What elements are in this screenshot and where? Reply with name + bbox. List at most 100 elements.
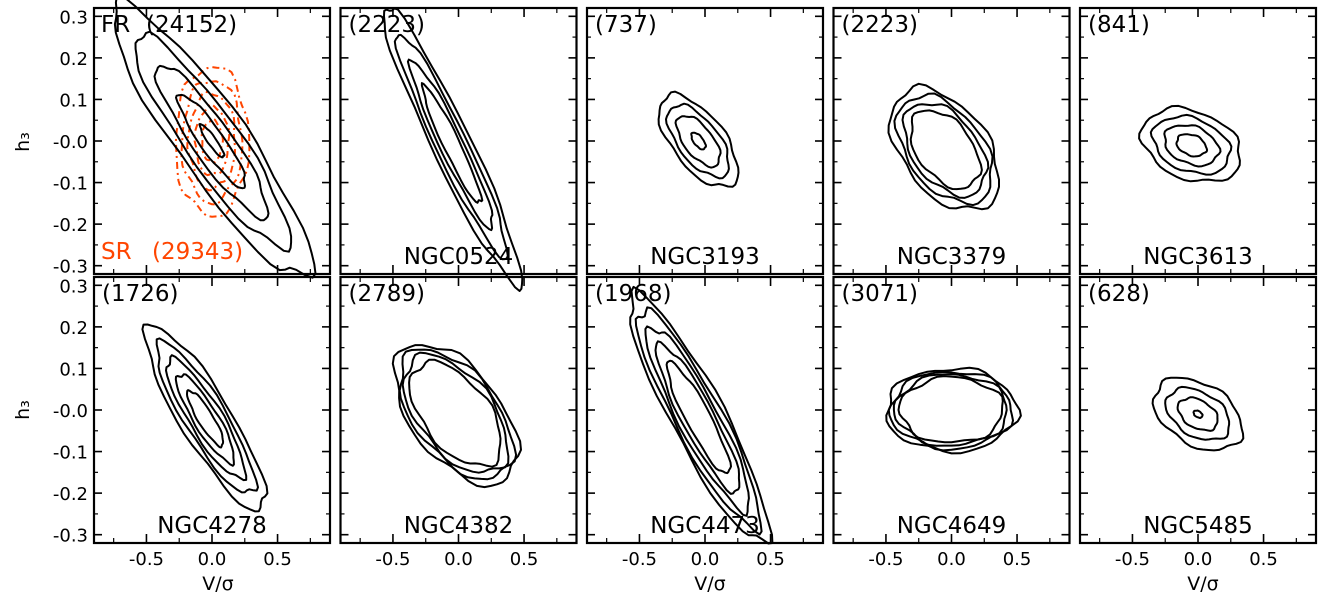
panel-galaxy-name: NGC5485 (1143, 513, 1253, 539)
panel-count-label: (2789) (349, 281, 425, 307)
contour-line (408, 358, 502, 468)
x-tick-label: 0.0 (198, 549, 227, 570)
x-tick-label: 0.5 (1249, 549, 1278, 570)
panel-galaxy-name: NGC3613 (1143, 244, 1253, 270)
contour-line (180, 80, 244, 206)
contour-line (155, 337, 259, 494)
x-tick-label: 0.0 (691, 549, 720, 570)
panel-count-label: (1726) (102, 281, 178, 307)
y-tick-label: -0.1 (53, 443, 88, 464)
y-tick-label: -0.2 (53, 215, 88, 236)
contour-line (401, 351, 510, 474)
panel-ngc0524: (2223) NGC0524 (339, 6, 578, 292)
contour-line (174, 66, 251, 218)
y-tick-label: 0.2 (59, 318, 88, 339)
contour-line (175, 93, 246, 190)
contour-line (141, 323, 269, 513)
x-tick-label: 0.0 (444, 549, 473, 570)
contour-line (644, 325, 750, 517)
contour-line (1192, 409, 1204, 419)
y-axis-label: h₃ (12, 132, 34, 152)
contour-line (1138, 104, 1241, 183)
contour-line (393, 33, 509, 261)
x-tick-label: -0.5 (375, 549, 410, 570)
x-tick-label: 0.0 (937, 549, 966, 570)
sr-label: SR (101, 239, 132, 265)
y-tick-label: 0.3 (59, 276, 88, 297)
panel-ngc4382: -0.5 0.0 0.5 (2789) NGC4382 (339, 275, 578, 570)
contour-line (113, 0, 317, 279)
y-tick-label: -0.1 (53, 174, 88, 195)
x-tick-label: 0.5 (263, 549, 292, 570)
contour-line (657, 90, 740, 188)
contour-line (186, 389, 225, 449)
x-tick-label: 0.0 (1184, 549, 1213, 570)
contour-line (1151, 376, 1245, 452)
panel-frame (832, 275, 1071, 545)
contour-line (420, 82, 484, 204)
panel-galaxy-name: NGC0524 (404, 244, 514, 270)
y-tick-label: -0.2 (53, 484, 88, 505)
panel-ngc4473: -0.5 0.0 0.5 (1968) NGC4473 (585, 275, 825, 570)
summary-panel: -0.3 -0.2 -0.1 -0.0 0.1 0.2 0.3 (53, 0, 332, 279)
x-tick-label: -0.5 (868, 549, 903, 570)
panel-frame (585, 275, 825, 545)
panel-frame (92, 6, 332, 276)
panel-frame (339, 275, 578, 545)
panel-galaxy-name: NGC4649 (897, 513, 1007, 539)
x-tick-label: 0.5 (756, 549, 785, 570)
panel-galaxy-name: NGC4278 (157, 513, 267, 539)
contour-line (134, 30, 293, 253)
y-tick-label: -0.0 (53, 132, 88, 153)
y-tick-label: 0.1 (59, 359, 88, 380)
panel-frame (1078, 6, 1318, 276)
panel-galaxy-name: NGC3193 (650, 244, 760, 270)
contour-line (383, 7, 524, 292)
fr-count-label: (24152) (146, 12, 237, 38)
x-tick-label: 0.5 (1003, 549, 1032, 570)
y-tick-label: -0.0 (53, 401, 88, 422)
contour-line (887, 370, 1014, 452)
panel-frame (92, 275, 332, 545)
contour-line (193, 103, 231, 177)
contour-line (153, 64, 270, 222)
contour-line (1149, 113, 1233, 176)
contour-line (186, 90, 236, 192)
contour-line (391, 344, 522, 489)
panel-count-label: (2223) (842, 12, 918, 38)
x-tick-label: 0.5 (510, 549, 539, 570)
contour-line (665, 102, 730, 180)
sr-count-label: (29343) (152, 239, 243, 265)
panel-galaxy-name: NGC3379 (897, 244, 1007, 270)
x-tick-label: -0.5 (1115, 549, 1150, 570)
y-tick-label: 0.2 (59, 49, 88, 70)
x-axis-label: V/σ (1187, 573, 1218, 595)
y-tick-label: 0.1 (59, 90, 88, 111)
panel-count-label: (3071) (842, 281, 918, 307)
contour-line (165, 354, 248, 482)
contour-line (893, 92, 994, 207)
x-axis-label: V/σ (202, 573, 233, 595)
x-axis-label: V/σ (694, 573, 725, 595)
contour-line (200, 117, 224, 164)
panel-ngc5485: -0.5 0.0 0.5 (628) NGC5485 (1078, 275, 1318, 570)
y-axis-label: h₃ (12, 400, 34, 420)
panel-count-label: (841) (1088, 12, 1150, 38)
contour-line (887, 82, 1000, 211)
y-tick-label: -0.3 (53, 526, 88, 547)
contour-line (1163, 124, 1222, 168)
contour-line (654, 340, 741, 495)
contour-line (674, 115, 722, 169)
panel-ngc4649: -0.5 0.0 0.5 (3071) NGC4649 (832, 275, 1071, 570)
contour-line (901, 103, 990, 199)
panel-count-label: (737) (595, 12, 657, 38)
panel-frame (832, 6, 1071, 276)
contour-line (665, 359, 732, 475)
panel-count-label: (628) (1088, 281, 1150, 307)
x-tick-label: -0.5 (129, 549, 164, 570)
panel-count-label: (1968) (595, 281, 671, 307)
panel-ngc4278: -0.3 -0.2 -0.1 -0.0 0.1 0.2 0.3 -0.5 0.0 0.5 (1726… (53, 275, 332, 570)
contour-line (690, 131, 707, 151)
contour-line (634, 306, 763, 536)
